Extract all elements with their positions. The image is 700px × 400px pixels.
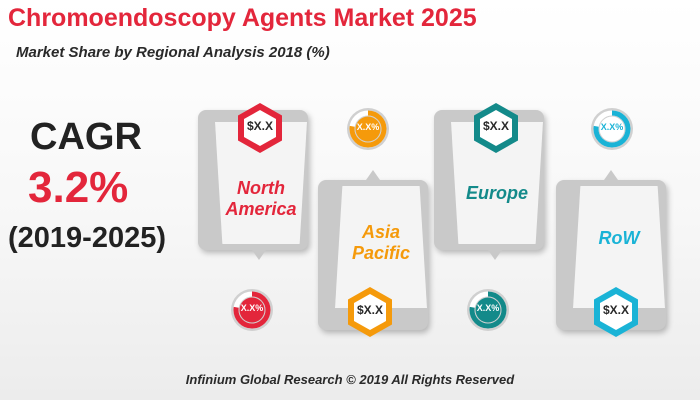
panel-pointer [252, 250, 266, 260]
region-name-line: Europe [465, 183, 528, 203]
region-name-line: RoW [598, 228, 640, 248]
panel-card [573, 186, 665, 308]
cagr-value: 3.2% [28, 163, 129, 212]
share-ring: X.X% [346, 107, 390, 151]
region-name-line: Asia [361, 222, 401, 242]
region-name-line: North [237, 178, 285, 198]
region-share: X.X% [600, 122, 624, 132]
value-hexagon: $X.X [472, 102, 520, 154]
share-ring: X.X% [230, 288, 274, 332]
cagr-label: CAGR [30, 116, 142, 158]
panel-pointer [488, 250, 502, 260]
panel-pointer [366, 170, 380, 180]
value-hexagon: $X.X [236, 102, 284, 154]
region-share: X.X% [240, 303, 264, 313]
region-share: X.X% [356, 122, 380, 132]
value-hexagon: $X.X [346, 286, 394, 338]
panel-pointer [604, 170, 618, 180]
share-ring: X.X% [590, 107, 634, 151]
cagr-period: (2019-2025) [8, 222, 166, 254]
region-value: $X.X [356, 303, 383, 317]
footer-copyright: Infinium Global Research © 2019 All Righ… [185, 372, 515, 387]
region-name-europe: Europe [447, 183, 547, 204]
region-share: X.X% [476, 303, 500, 313]
page-subtitle: Market Share by Regional Analysis 2018 (… [16, 44, 330, 61]
panel-card [335, 186, 427, 308]
region-name-line: Pacific [351, 243, 411, 263]
page-title: Chromoendoscopy Agents Market 2025 [8, 4, 477, 32]
region-value: $X.X [246, 119, 273, 133]
region-value: $X.X [482, 119, 509, 133]
share-ring: X.X% [466, 288, 510, 332]
region-value: $X.X [602, 303, 629, 317]
region-name-line: America [225, 199, 297, 219]
region-name-asia-pacific: Asia Pacific [331, 222, 431, 264]
region-name-north-america: North America [211, 178, 311, 220]
region-name-row: RoW [569, 228, 669, 249]
value-hexagon: $X.X [592, 286, 640, 338]
